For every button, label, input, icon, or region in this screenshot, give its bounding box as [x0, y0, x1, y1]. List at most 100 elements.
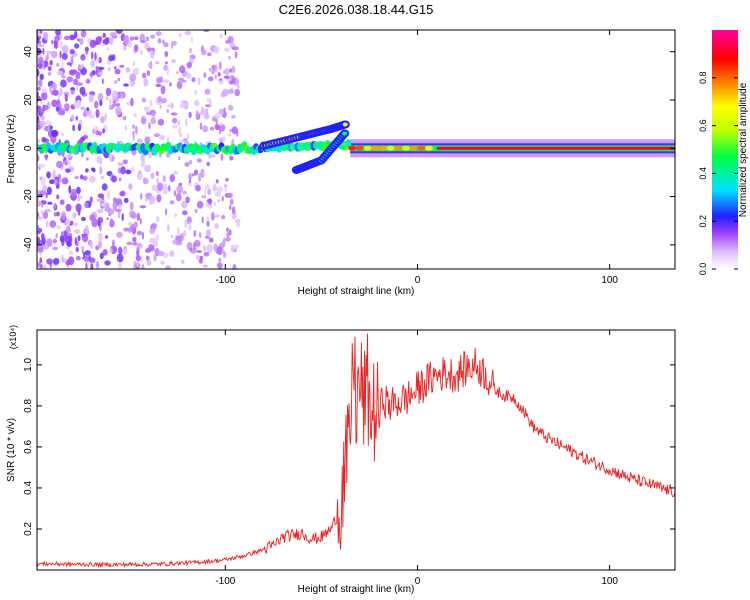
heatmap-noise-cell [77, 123, 82, 132]
heatmap-noise-cell [193, 230, 197, 237]
heatmap-noise-cell [213, 46, 220, 54]
heatmap-noise-cell [229, 204, 232, 211]
heatmap-noise-cell [69, 34, 76, 41]
heatmap-noise-cell [169, 200, 175, 205]
heatmap-noise-cell [47, 201, 53, 205]
heatmap-noise-cell [181, 79, 187, 83]
heatmap-noise-cell [59, 87, 63, 97]
heatmap-noise-cell [136, 249, 140, 257]
heatmap-noise-cell [218, 108, 226, 115]
heatmap-noise-cell [76, 38, 81, 42]
colorbar-tick-label: 0.0 [698, 263, 708, 276]
heatmap-noise-cell [219, 33, 224, 39]
heatmap-noise-cell [80, 54, 86, 61]
heatmap-noise-cell [182, 190, 187, 195]
heatmap-noise-cell [202, 170, 206, 176]
heatmap-noise-cell [84, 250, 91, 256]
heatmap-noise-cell [214, 74, 217, 79]
heatmap-noise-cell [42, 211, 49, 219]
heatmap-noise-cell [65, 154, 73, 158]
heatmap-noise-cell [98, 232, 103, 242]
heatmap-noise-cell [132, 132, 135, 141]
heatmap-noise-cell [153, 133, 161, 138]
heatmap-noise-cell [191, 173, 195, 177]
heatmap-noise-cell [232, 264, 237, 269]
heatmap-noise-cell [203, 72, 207, 78]
heatmap-noise-cell [115, 106, 122, 116]
heatmap-noise-cell [101, 78, 104, 85]
heatmap-noise-cell [231, 65, 236, 74]
heatmap-noise-cell [213, 201, 217, 207]
heatmap-noise-cell [225, 177, 229, 182]
heatmap-noise-cell [104, 202, 110, 211]
heatmap-noise-cell [227, 133, 232, 137]
heatmap-noise-cell [76, 82, 83, 86]
heatmap-noise-cell [189, 47, 192, 54]
heatmap-noise-cell [218, 257, 222, 263]
heatmap-noise-cell [135, 255, 141, 262]
heatmap-noise-cell [108, 67, 111, 72]
snr-x-axis-label: Height of straight line (km) [298, 584, 415, 595]
heatmap-noise-cell [72, 212, 77, 219]
heatmap-carrier-cell [371, 145, 380, 151]
heatmap-carrier-core [436, 146, 675, 150]
heatmap-noise-cell [37, 138, 40, 143]
heatmap-noise-cell [53, 169, 56, 177]
heatmap-noise-cell [117, 162, 124, 167]
heatmap-noise-cell [49, 179, 55, 185]
heatmap-noise-cell [221, 195, 224, 202]
heatmap-noise-cell [61, 132, 64, 137]
spectrogram-x-axis-label: Height of straight line (km) [298, 286, 415, 297]
heatmap-noise-cell [224, 185, 228, 193]
heatmap-noise-cell [65, 168, 71, 173]
heatmap-noise-cell [123, 83, 129, 87]
heatmap-noise-cell [229, 198, 234, 205]
heatmap-noise-cell [146, 70, 150, 76]
heatmap-noise-cell [217, 72, 221, 77]
heatmap-noise-cell [105, 96, 109, 101]
heatmap-noise-cell [218, 80, 224, 85]
heatmap-noise-cell [119, 64, 125, 68]
heatmap-noise-cell [188, 173, 192, 181]
heatmap-noise-cell [40, 209, 44, 215]
heatmap-noise-cell [99, 166, 103, 175]
heatmap-noise-cell [145, 111, 152, 116]
heatmap-noise-cell [140, 50, 143, 55]
heatmap-noise-cell [150, 34, 156, 39]
heatmap-noise-cell [234, 88, 240, 97]
heatmap-noise-cell [46, 258, 53, 265]
heatmap-noise-cell [216, 262, 223, 269]
heatmap-noise-cell [187, 181, 193, 187]
colorbar-label: Normalized spectral amplitude [738, 82, 749, 217]
heatmap-carrier-cell [425, 145, 433, 151]
heatmap-noise-cell [111, 175, 117, 183]
heatmap-noise-cell [212, 185, 217, 192]
heatmap-noise-cell [59, 235, 65, 243]
heatmap-noise-cell [68, 250, 73, 256]
heatmap-noise-cell [68, 256, 75, 266]
snr-y-tick-label: 1.0 [23, 357, 34, 371]
heatmap-noise-cell [53, 257, 60, 265]
snr-y-tick-label: 0.4 [23, 481, 34, 495]
heatmap-noise-cell [119, 191, 125, 197]
spectrogram-heatmap [37, 30, 675, 269]
heatmap-noise-cell [171, 124, 178, 129]
snr-x-tick-label: 100 [601, 576, 618, 587]
heatmap-noise-cell [144, 136, 151, 145]
heatmap-noise-cell [206, 221, 210, 227]
heatmap-noise-cell [114, 80, 118, 84]
heatmap-noise-cell [74, 43, 80, 49]
heatmap-noise-cell [126, 241, 134, 246]
spectrogram-y-axis-label: Frequency (Hz) [6, 115, 17, 184]
heatmap-branch-cell [342, 131, 348, 136]
heatmap-noise-cell [148, 61, 153, 69]
snr-frame [36, 329, 676, 571]
heatmap-noise-cell [128, 183, 133, 190]
heatmap-noise-cell [51, 99, 58, 108]
heatmap-noise-cell [132, 242, 138, 246]
heatmap-noise-cell [219, 122, 223, 127]
heatmap-noise-cell [97, 66, 105, 70]
heatmap-noise-cell [194, 239, 201, 248]
heatmap-noise-cell [106, 190, 111, 200]
heatmap-noise-cell [136, 138, 143, 144]
